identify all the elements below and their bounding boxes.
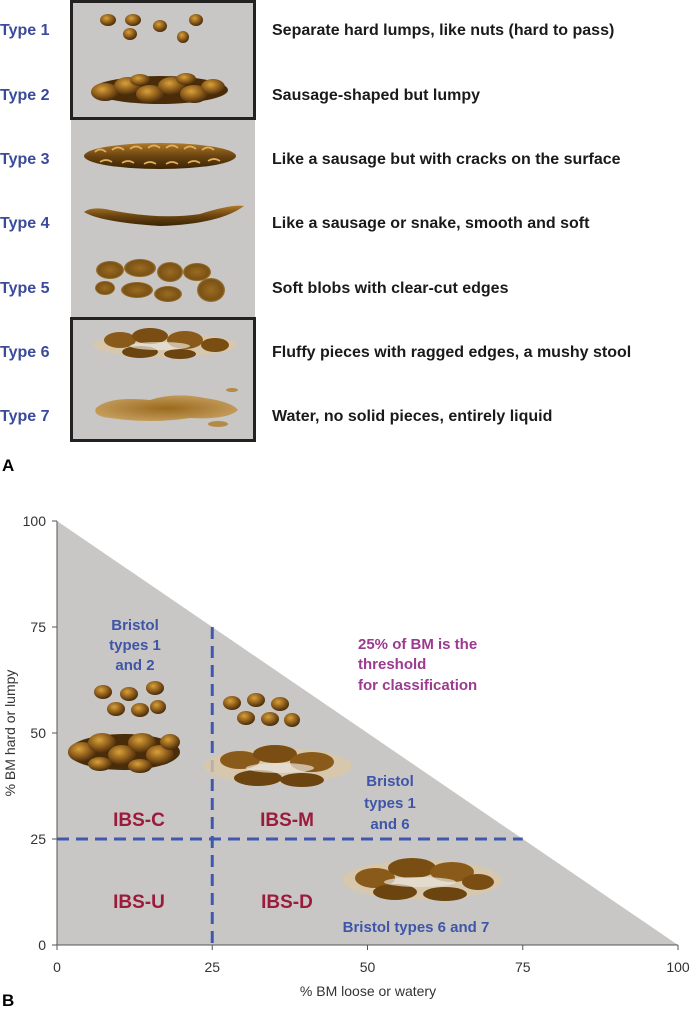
type-5-label: Type 5: [0, 280, 50, 297]
y-axis-label: % BM hard or lumpy: [2, 670, 18, 797]
type-3-description: Like a sausage but with cracks on the su…: [272, 151, 621, 168]
threshold-note-line3: for classification: [358, 677, 477, 694]
chart-fluffy-right: [342, 858, 502, 901]
y-tick-label: 100: [23, 513, 47, 529]
panel-b-letter: B: [2, 991, 15, 1010]
x-tick-label: 50: [360, 959, 376, 975]
x-tick-label: 0: [53, 959, 61, 975]
annotation-12-line3: and 2: [115, 657, 154, 674]
type-3-illustration: [84, 143, 236, 169]
type-2-illustration: [91, 73, 228, 104]
type-1-label: Type 1: [0, 22, 50, 39]
annotation-12-line1: Bristol: [111, 617, 159, 634]
type-4-label: Type 4: [0, 215, 50, 232]
y-tick-label: 75: [30, 619, 46, 635]
type-6-7-box: [70, 317, 256, 442]
panel-a-letter: A: [2, 456, 15, 475]
type-6-description: Fluffy pieces with ragged edges, a mushy…: [272, 344, 632, 361]
chart-fluffy-mid: [204, 745, 352, 787]
chart-sausage-left: [68, 733, 180, 773]
y-tick-label: 50: [30, 725, 46, 741]
type-2-description: Sausage-shaped but lumpy: [272, 87, 481, 104]
annotation-16-line2: types 1: [364, 795, 416, 812]
annotation-16-line1: Bristol: [366, 773, 414, 790]
x-tick-label: 75: [515, 959, 531, 975]
type-1-2-box: [70, 0, 256, 120]
type-7-description: Water, no solid pieces, entirely liquid: [272, 408, 553, 425]
type-5-illustration: [95, 259, 225, 302]
x-tick-label: 100: [666, 959, 690, 975]
type-6-illustration: [93, 328, 237, 359]
type-1-description: Separate hard lumps, like nuts (hard to …: [272, 22, 615, 39]
ibs-d-label: IBS-D: [261, 892, 313, 913]
x-axis-label: % BM loose or watery: [300, 983, 436, 999]
ibs-c-label: IBS-C: [113, 810, 165, 831]
y-tick-label: 0: [38, 937, 46, 953]
y-tick-label: 25: [30, 831, 46, 847]
annotation-67: Bristol types 6 and 7: [343, 919, 490, 936]
annotation-16-line3: and 6: [370, 816, 409, 833]
type-7-label: Type 7: [0, 408, 50, 425]
ibs-u-label: IBS-U: [113, 892, 165, 913]
type-5-description: Soft blobs with clear-cut edges: [272, 280, 509, 297]
ibs-m-label: IBS-M: [260, 810, 314, 831]
type-1-illustration: [100, 14, 203, 43]
x-tick-label: 25: [204, 959, 220, 975]
annotation-12-line2: types 1: [109, 637, 161, 654]
threshold-note-line1: 25% of BM is the: [358, 636, 477, 653]
type-4-description: Like a sausage or snake, smooth and soft: [272, 215, 590, 232]
chart-lumps-left: [94, 681, 166, 717]
type-7-illustration: [95, 388, 238, 427]
type-6-label: Type 6: [0, 344, 50, 361]
type-3-label: Type 3: [0, 151, 50, 168]
type-2-label: Type 2: [0, 87, 50, 104]
threshold-note-line2: threshold: [358, 656, 426, 673]
chart-lumps-mid: [223, 693, 300, 727]
type-4-illustration: [84, 205, 244, 226]
